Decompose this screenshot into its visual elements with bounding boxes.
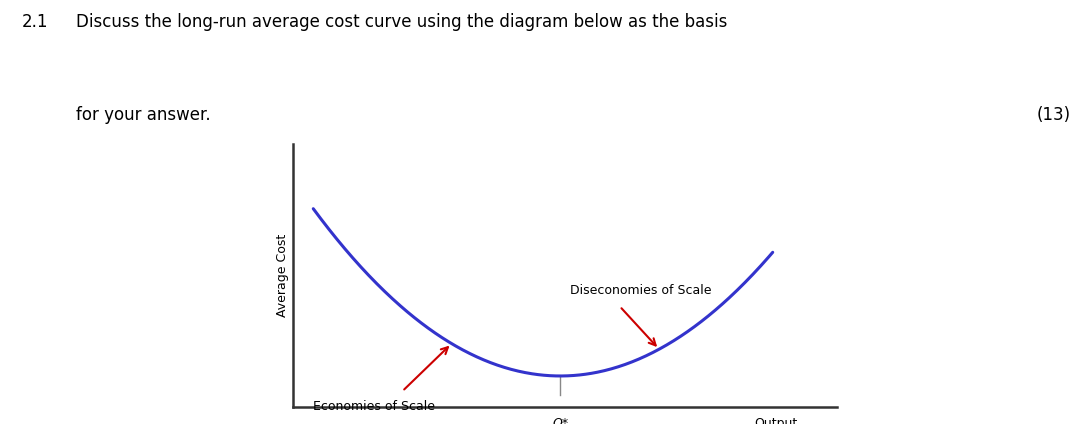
- Text: Q*: Q*: [552, 417, 569, 424]
- Text: Diseconomies of Scale: Diseconomies of Scale: [571, 284, 712, 297]
- Text: 2.1: 2.1: [22, 13, 48, 31]
- Text: for your answer.: for your answer.: [76, 106, 211, 124]
- Text: Output: Output: [754, 417, 798, 424]
- Y-axis label: Average Cost: Average Cost: [276, 234, 289, 317]
- Text: (13): (13): [1037, 106, 1071, 124]
- Text: Economies of Scale: Economies of Scale: [313, 400, 435, 413]
- Text: Discuss the long-run average cost curve using the diagram below as the basis: Discuss the long-run average cost curve …: [76, 13, 727, 31]
